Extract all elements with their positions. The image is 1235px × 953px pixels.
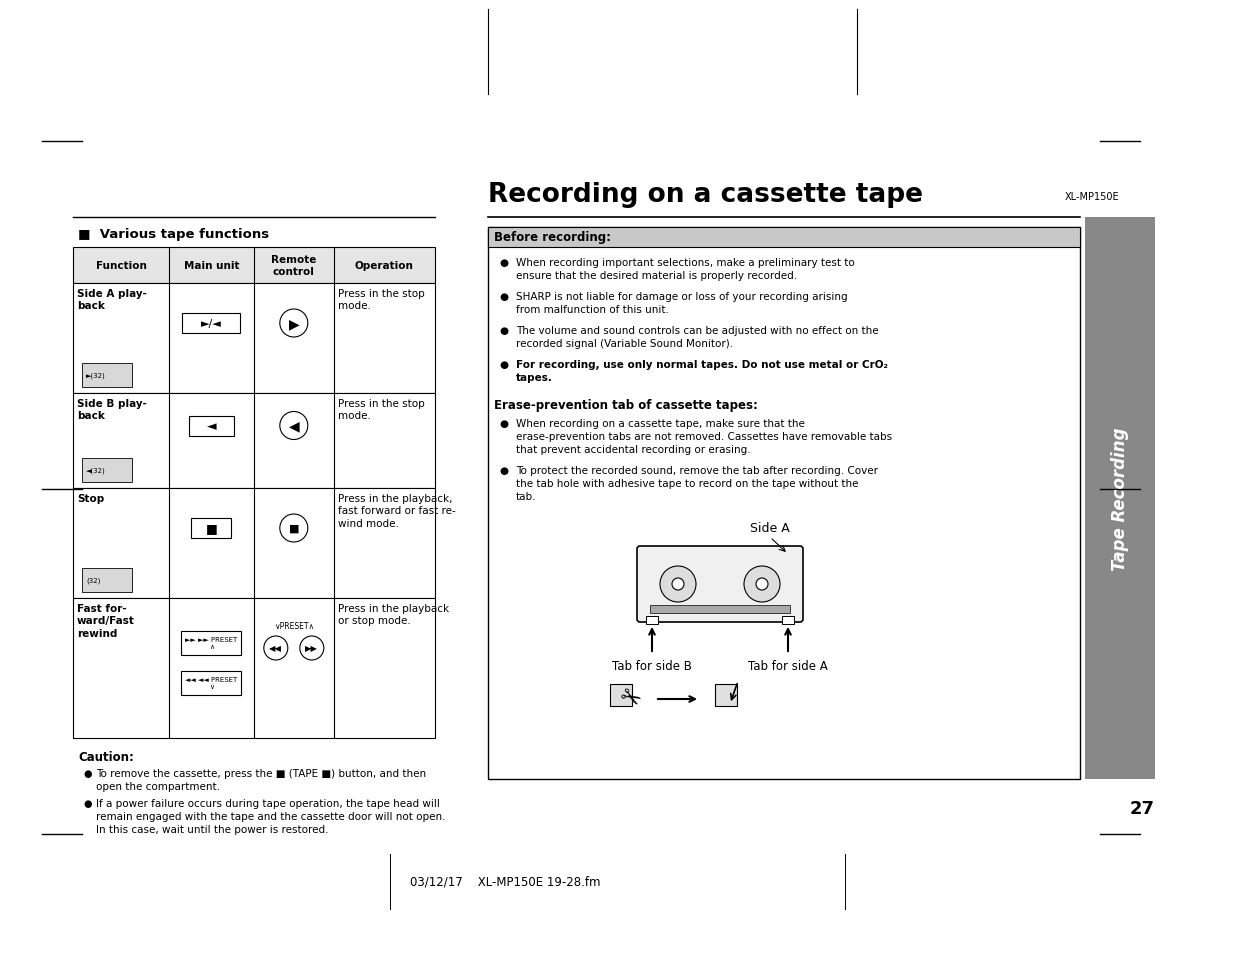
Text: ◀: ◀: [289, 419, 299, 433]
Text: Press in the stop
mode.: Press in the stop mode.: [337, 289, 425, 311]
Bar: [82, 458, 132, 482]
Circle shape: [659, 566, 697, 602]
Bar: [191, 518, 231, 538]
Text: ◄: ◄: [206, 419, 216, 433]
Text: ▶: ▶: [289, 316, 299, 331]
Text: (32): (32): [86, 578, 100, 583]
Bar: [715, 684, 737, 706]
Text: Fast for-
ward/Fast
rewind: Fast for- ward/Fast rewind: [77, 603, 135, 639]
Text: ■: ■: [205, 522, 217, 535]
Text: 03/12/17    XL-MP150E 19-28.fm: 03/12/17 XL-MP150E 19-28.fm: [410, 875, 600, 888]
Text: ∨PRESET∧: ∨PRESET∧: [274, 622, 314, 631]
Text: Tape Recording: Tape Recording: [1112, 427, 1129, 570]
Text: XL-MP150E: XL-MP150E: [1065, 192, 1120, 202]
Bar: [182, 631, 242, 656]
Text: ►(32): ►(32): [86, 373, 106, 379]
Text: 27: 27: [1130, 800, 1155, 817]
Text: To remove the cassette, press the ■ (TAPE ■) button, and then
open the compartme: To remove the cassette, press the ■ (TAP…: [96, 768, 426, 791]
Text: ●: ●: [499, 257, 509, 268]
Text: Side B play-
back: Side B play- back: [77, 398, 147, 421]
Text: Side A: Side A: [750, 521, 790, 535]
Circle shape: [280, 515, 308, 542]
Text: ▶▶: ▶▶: [305, 644, 319, 653]
Text: Side A play-
back: Side A play- back: [77, 289, 147, 311]
FancyBboxPatch shape: [637, 546, 803, 622]
Text: When recording on a cassette tape, make sure that the
erase-prevention tabs are : When recording on a cassette tape, make …: [516, 418, 892, 455]
Bar: [488, 228, 1079, 780]
Text: ◀◀: ◀◀: [269, 644, 283, 653]
Bar: [73, 284, 435, 394]
Circle shape: [264, 637, 288, 660]
Bar: [73, 489, 435, 598]
Bar: [73, 248, 435, 284]
Circle shape: [300, 637, 324, 660]
Text: Tab for side A: Tab for side A: [748, 659, 827, 672]
Bar: [82, 364, 132, 388]
Text: For recording, use only normal tapes. Do not use metal or CrO₂
tapes.: For recording, use only normal tapes. Do…: [516, 359, 888, 382]
Text: The volume and sound controls can be adjusted with no effect on the
recorded sig: The volume and sound controls can be adj…: [516, 326, 878, 349]
Bar: [488, 228, 1079, 248]
Text: ●: ●: [499, 326, 509, 335]
Text: When recording important selections, make a preliminary test to
ensure that the : When recording important selections, mak…: [516, 257, 855, 280]
Circle shape: [672, 578, 684, 590]
Text: ●: ●: [499, 418, 509, 429]
Bar: [73, 598, 435, 739]
Text: ●: ●: [499, 292, 509, 302]
Text: Before recording:: Before recording:: [494, 232, 611, 244]
Text: Main unit: Main unit: [184, 261, 240, 271]
Text: ●: ●: [499, 359, 509, 370]
Text: ►/◄: ►/◄: [201, 318, 222, 329]
Text: ■: ■: [289, 523, 299, 534]
Text: ✂: ✂: [615, 683, 645, 715]
Bar: [782, 617, 794, 624]
Text: ●: ●: [499, 465, 509, 476]
Text: ◄(32): ◄(32): [86, 467, 106, 474]
Text: Press in the playback
or stop mode.: Press in the playback or stop mode.: [337, 603, 448, 626]
Bar: [189, 416, 233, 436]
Bar: [82, 568, 132, 593]
Text: Recording on a cassette tape: Recording on a cassette tape: [488, 182, 923, 208]
Text: Operation: Operation: [354, 261, 414, 271]
Circle shape: [280, 412, 308, 440]
Text: Caution:: Caution:: [78, 750, 133, 763]
Text: ►► ►► PRESET
∧: ►► ►► PRESET ∧: [185, 637, 237, 650]
Text: If a power failure occurs during tape operation, the tape head will
remain engag: If a power failure occurs during tape op…: [96, 799, 446, 834]
Bar: [183, 314, 241, 334]
Text: Tab for side B: Tab for side B: [613, 659, 692, 672]
Text: ◄◄ ◄◄ PRESET
∨: ◄◄ ◄◄ PRESET ∨: [185, 677, 237, 690]
Text: Erase-prevention tab of cassette tapes:: Erase-prevention tab of cassette tapes:: [494, 398, 758, 412]
Circle shape: [280, 310, 308, 337]
Text: To protect the recorded sound, remove the tab after recording. Cover
the tab hol: To protect the recorded sound, remove th…: [516, 465, 878, 501]
Text: Press in the stop
mode.: Press in the stop mode.: [337, 398, 425, 421]
Bar: [650, 605, 790, 614]
Text: ●: ●: [84, 768, 93, 779]
Bar: [73, 394, 435, 489]
Text: Remote
control: Remote control: [272, 255, 316, 276]
Text: SHARP is not liable for damage or loss of your recording arising
from malfunctio: SHARP is not liable for damage or loss o…: [516, 292, 847, 314]
Text: Press in the playback,
fast forward or fast re-
wind mode.: Press in the playback, fast forward or f…: [337, 494, 456, 528]
Bar: [1086, 218, 1155, 780]
Text: Function: Function: [95, 261, 147, 271]
Circle shape: [756, 578, 768, 590]
Text: ■  Various tape functions: ■ Various tape functions: [78, 228, 269, 241]
Text: Stop: Stop: [77, 494, 104, 503]
Bar: [182, 671, 242, 696]
Bar: [610, 684, 632, 706]
Bar: [646, 617, 658, 624]
Circle shape: [743, 566, 781, 602]
Text: ●: ●: [84, 799, 93, 808]
